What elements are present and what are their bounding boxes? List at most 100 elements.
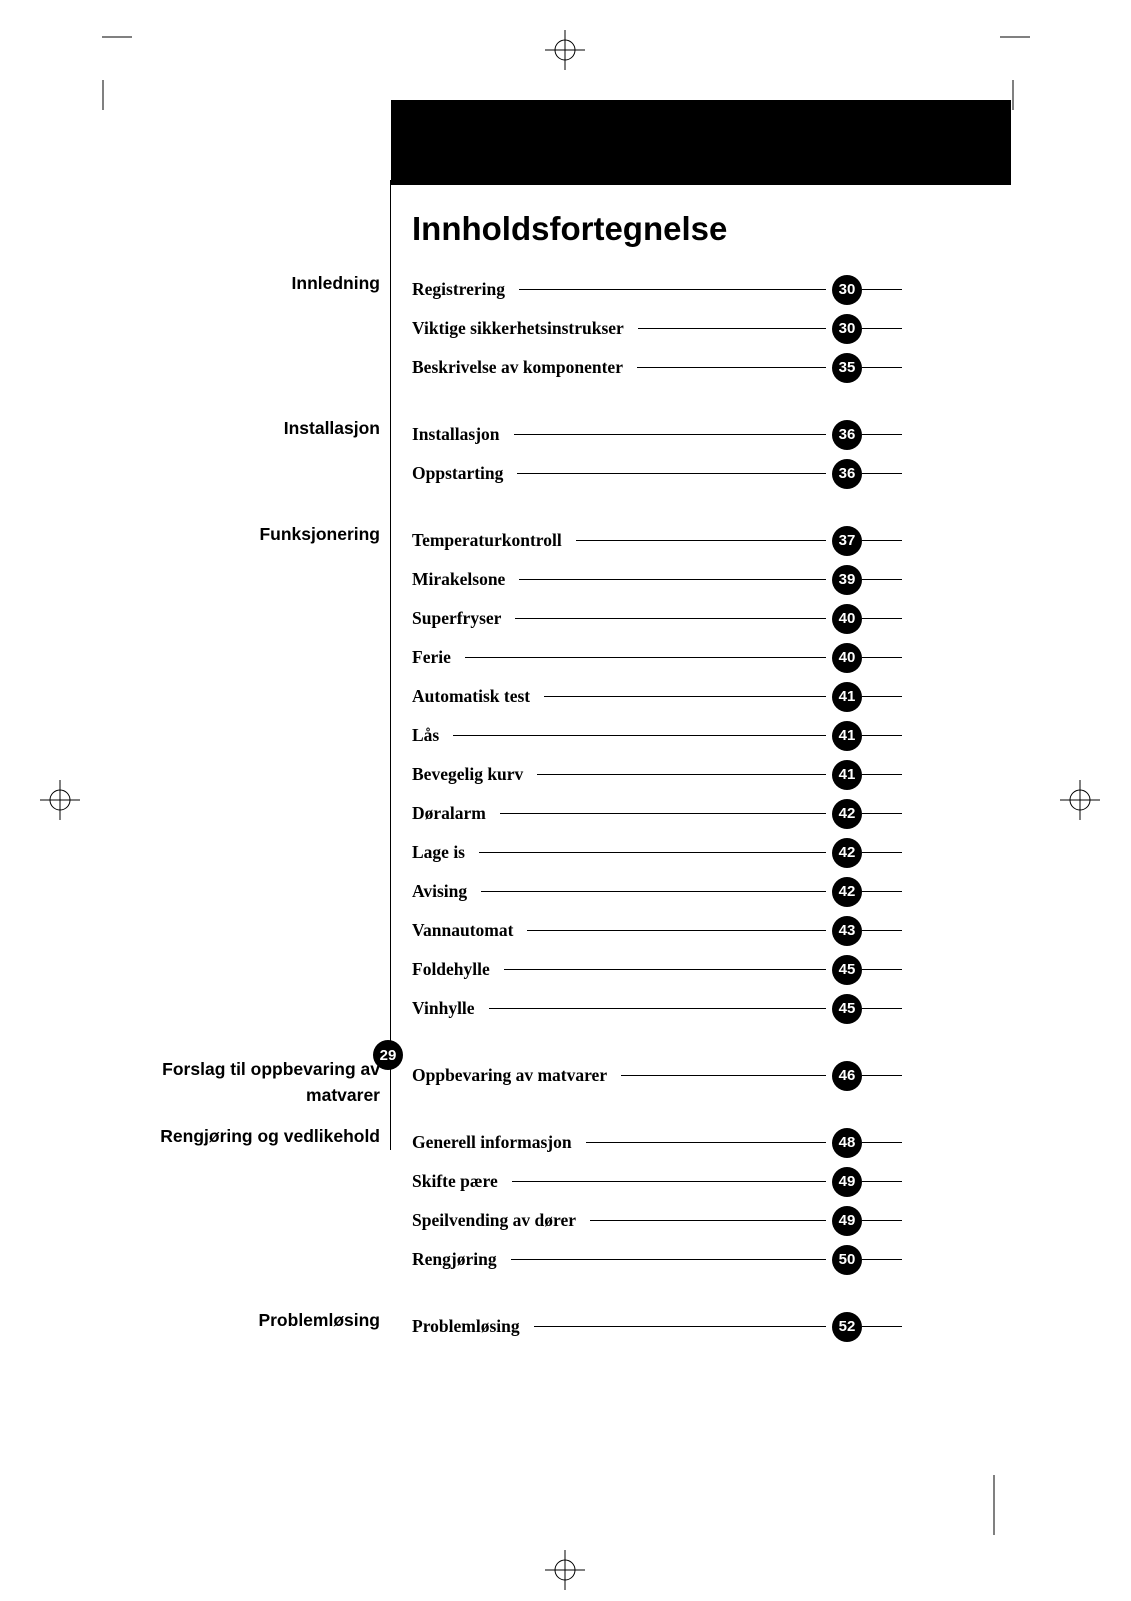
leader-line [453,735,826,736]
toc-entry: Temperaturkontroll 37 [412,521,902,560]
entry-label: Rengjøring [412,1249,505,1270]
header-black-bar [391,100,1011,185]
page-badge: 46 [832,1061,862,1091]
trailing-line [862,930,902,931]
toc-section: InstallasjonInstallasjon36Oppstarting36 [120,415,1010,493]
toc-section: Rengjøring og vedlikehold Generell inform… [120,1123,1010,1279]
trailing-line [862,289,902,290]
page-number-badge: 29 [373,1040,403,1070]
trailing-line [862,696,902,697]
entry-label: Bevegelig kurv [412,764,531,785]
registration-mark-right [1060,780,1100,820]
leader-line [527,930,826,931]
page-badge: 45 [832,994,862,1024]
leader-line [586,1142,826,1143]
registration-mark-bottom [545,1550,585,1590]
page-badge: 41 [832,721,862,751]
page-badge: 36 [832,459,862,489]
section-label: Funksjonering [130,521,380,547]
toc-section: InnledningRegistrering30Viktige sikkerhe… [120,270,1010,387]
section-entries: Temperaturkontroll 37 Mirakelsone 39 Superfr… [412,521,902,1028]
leader-line [517,473,826,474]
leader-line [637,367,826,368]
leader-line [504,969,826,970]
page-badge: 39 [832,565,862,595]
section-label: Problemløsing [130,1307,380,1333]
trailing-line [862,1075,902,1076]
leader-line [534,1326,826,1327]
page-badge: 42 [832,838,862,868]
entry-label: Døralarm [412,803,494,824]
toc-entry: Automatisk test41 [412,677,902,716]
page-badge: 50 [832,1245,862,1275]
toc-entry: Oppbevaring av matvarer46 [412,1056,902,1095]
entry-label: Automatisk test [412,686,538,707]
toc-section: Funksjonering Temperaturkontroll 37 Mirakel… [120,521,1010,1028]
trailing-line [862,1008,902,1009]
crop-mark-tr [1000,22,1030,52]
toc-entry: Installasjon36 [412,415,902,454]
trailing-line [862,434,902,435]
toc-entry: Mirakelsone 39 [412,560,902,599]
toc-entry: Rengjøring 50 [412,1240,902,1279]
leader-line [512,1181,826,1182]
page-badge: 48 [832,1128,862,1158]
entry-label: Registrering [412,279,513,300]
page-badge: 35 [832,353,862,383]
leader-line [489,1008,826,1009]
trailing-line [862,1259,902,1260]
page-badge: 37 [832,526,862,556]
toc-entry: Lås41 [412,716,902,755]
page-badge: 30 [832,314,862,344]
entry-label: Skifte pære [412,1171,506,1192]
trailing-line [862,891,902,892]
toc-entry: Lage is 42 [412,833,902,872]
entry-label: Temperaturkontroll [412,530,570,551]
toc-entry: Avising42 [412,872,902,911]
section-label: Innledning [130,270,380,296]
trailing-line [862,1142,902,1143]
trailing-line [862,813,902,814]
entry-label: Oppstarting [412,463,511,484]
entry-label: Viktige sikkerhetsinstrukser [412,318,632,339]
entry-label: Lage is [412,842,473,863]
page: Innholdsfortegnelse Innledning Registreri… [120,100,1010,1500]
registration-mark-top [545,30,585,70]
entry-label: Speilvending av dører [412,1210,584,1231]
toc-section: Forslag til oppbevaring av matvarerOppbe… [120,1056,1010,1095]
section-entries: Oppbevaring av matvarer46 [412,1056,902,1095]
toc-entry: Bevegelig kurv41 [412,755,902,794]
page-badge: 40 [832,643,862,673]
toc-entry: Viktige sikkerhetsinstrukser 30 [412,309,902,348]
trailing-line [862,1220,902,1221]
leader-line [465,657,826,658]
entry-label: Beskrivelse av komponenter [412,357,631,378]
section-entries: Generell informasjon 48 Skifte pære 49 Speil… [412,1123,902,1279]
toc-entry: Vinhylle45 [412,989,902,1028]
section-label: Rengjøring og vedlikehold [130,1123,380,1149]
entry-label: Mirakelsone [412,569,513,590]
leader-line [537,774,826,775]
section-entries: Problemløsing52 [412,1307,902,1346]
trailing-line [862,328,902,329]
leader-line [519,289,826,290]
trailing-line [862,852,902,853]
toc-entry: Døralarm42 [412,794,902,833]
toc-entry: Registrering 30 [412,270,902,309]
trailing-line [862,969,902,970]
toc-entry: Superfryser40 [412,599,902,638]
trailing-line [862,618,902,619]
page-badge: 40 [832,604,862,634]
section-label: Forslag til oppbevaring av matvarer [130,1056,380,1109]
leader-line [514,434,826,435]
entry-label: Foldehylle [412,959,498,980]
page-badge: 42 [832,877,862,907]
page-title: Innholdsfortegnelse [412,210,727,248]
entry-label: Generell informasjon [412,1132,580,1153]
leader-line [479,852,826,853]
page-badge: 49 [832,1167,862,1197]
crop-mark-tl [102,22,132,52]
trailing-line [862,473,902,474]
page-badge: 30 [832,275,862,305]
page-badge: 45 [832,955,862,985]
